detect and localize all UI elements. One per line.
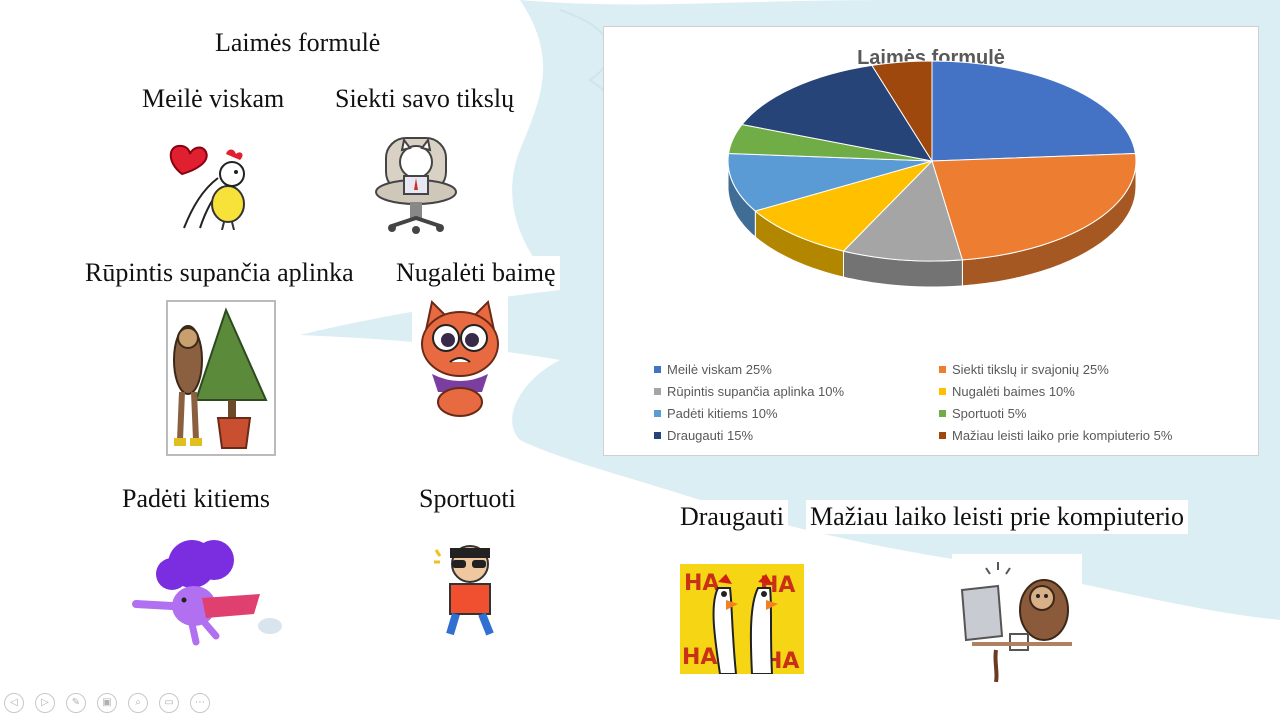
ha-text: HA (684, 571, 719, 596)
caption-nugaleti-baime: Nugalėti baimę (392, 256, 560, 290)
legend-item: Draugauti 15% (654, 427, 753, 445)
legend-label: Siekti tikslų ir svajonių 25% (952, 362, 1109, 377)
legend-swatch (939, 432, 946, 439)
legend-item: Meilė viskam 25% (654, 361, 772, 379)
legend-label: Meilė viskam 25% (667, 362, 772, 377)
legend-item: Sportuoti 5% (939, 405, 1026, 423)
slides-icon[interactable]: ▣ (97, 693, 117, 713)
legend-label: Draugauti 15% (667, 428, 753, 443)
caption-maziau-laiko: Mažiau laiko leisti prie kompiuterio (806, 500, 1189, 534)
scared-cat-sticker (412, 296, 508, 418)
legend-item: Rūpintis supančia aplinka 10% (654, 383, 844, 401)
legend-item: Nugalėti baimes 10% (939, 383, 1075, 401)
caption-sportuoti: Sportuoti (415, 482, 520, 516)
caption-padeti-kitiems: Padėti kitiems (118, 482, 275, 516)
legend-label: Padėti kitiems 10% (667, 406, 778, 421)
sloth-tree-sticker (166, 300, 276, 456)
heart-chick-sticker (169, 144, 245, 230)
zoom-icon[interactable]: ⌕ (128, 693, 148, 713)
cat-chair-sticker (375, 137, 457, 234)
legend-label: Mažiau leisti laiko prie kompiuterio 5% (952, 428, 1173, 443)
pie-chart-plot (727, 60, 1137, 288)
caption-meile-viskam: Meilė viskam (138, 82, 289, 116)
subtitles-icon[interactable]: ▭ (159, 693, 179, 713)
legend-label: Sportuoti 5% (952, 406, 1027, 421)
pen-icon[interactable]: ✎ (66, 693, 86, 713)
laughing-chickens-sticker: HA HA HA HA (680, 564, 804, 674)
legend-label: Nugalėti baimes 10% (952, 384, 1075, 399)
legend-swatch (654, 366, 661, 373)
ha-text: HA (682, 645, 717, 670)
caption-siekti-savo-tikslu: Siekti savo tikslų (331, 82, 519, 116)
legend-item: Siekti tikslų ir svajonių 25% (939, 361, 1109, 379)
caption-rupintis-aplinka: Rūpintis supančia aplinka (81, 256, 358, 290)
previous-slide-icon[interactable]: ◁ (4, 693, 24, 713)
legend-swatch (654, 432, 661, 439)
more-icon[interactable]: ⋯ (190, 693, 210, 713)
legend-item: Padėti kitiems 10% (654, 405, 778, 423)
legend-swatch (654, 410, 661, 417)
pie-slice (931, 152, 1137, 261)
legend-item: Mažiau leisti laiko prie kompiuterio 5% (939, 427, 1172, 445)
legend-swatch (939, 366, 946, 373)
legend-swatch (654, 388, 661, 395)
pie-slice (842, 160, 964, 262)
legend-swatch (939, 410, 946, 417)
pie-slice (754, 160, 934, 252)
next-slide-icon[interactable]: ▷ (35, 693, 55, 713)
pie-slice (931, 60, 1136, 162)
runner-sticker (428, 538, 510, 642)
sloth-computer-sticker (952, 554, 1082, 682)
pie-slice (727, 152, 933, 212)
pie-chart: Laimės formulė Meilė viskam 25% Siekti ti… (603, 26, 1259, 456)
legend-swatch (939, 388, 946, 395)
pie-slice (741, 64, 934, 162)
caption-draugauti: Draugauti (676, 500, 788, 534)
superhero-sticker (132, 540, 282, 646)
slide-title: Laimės formulė (211, 26, 385, 60)
legend-label: Rūpintis supančia aplinka 10% (667, 384, 845, 399)
pie-slice (871, 60, 933, 163)
